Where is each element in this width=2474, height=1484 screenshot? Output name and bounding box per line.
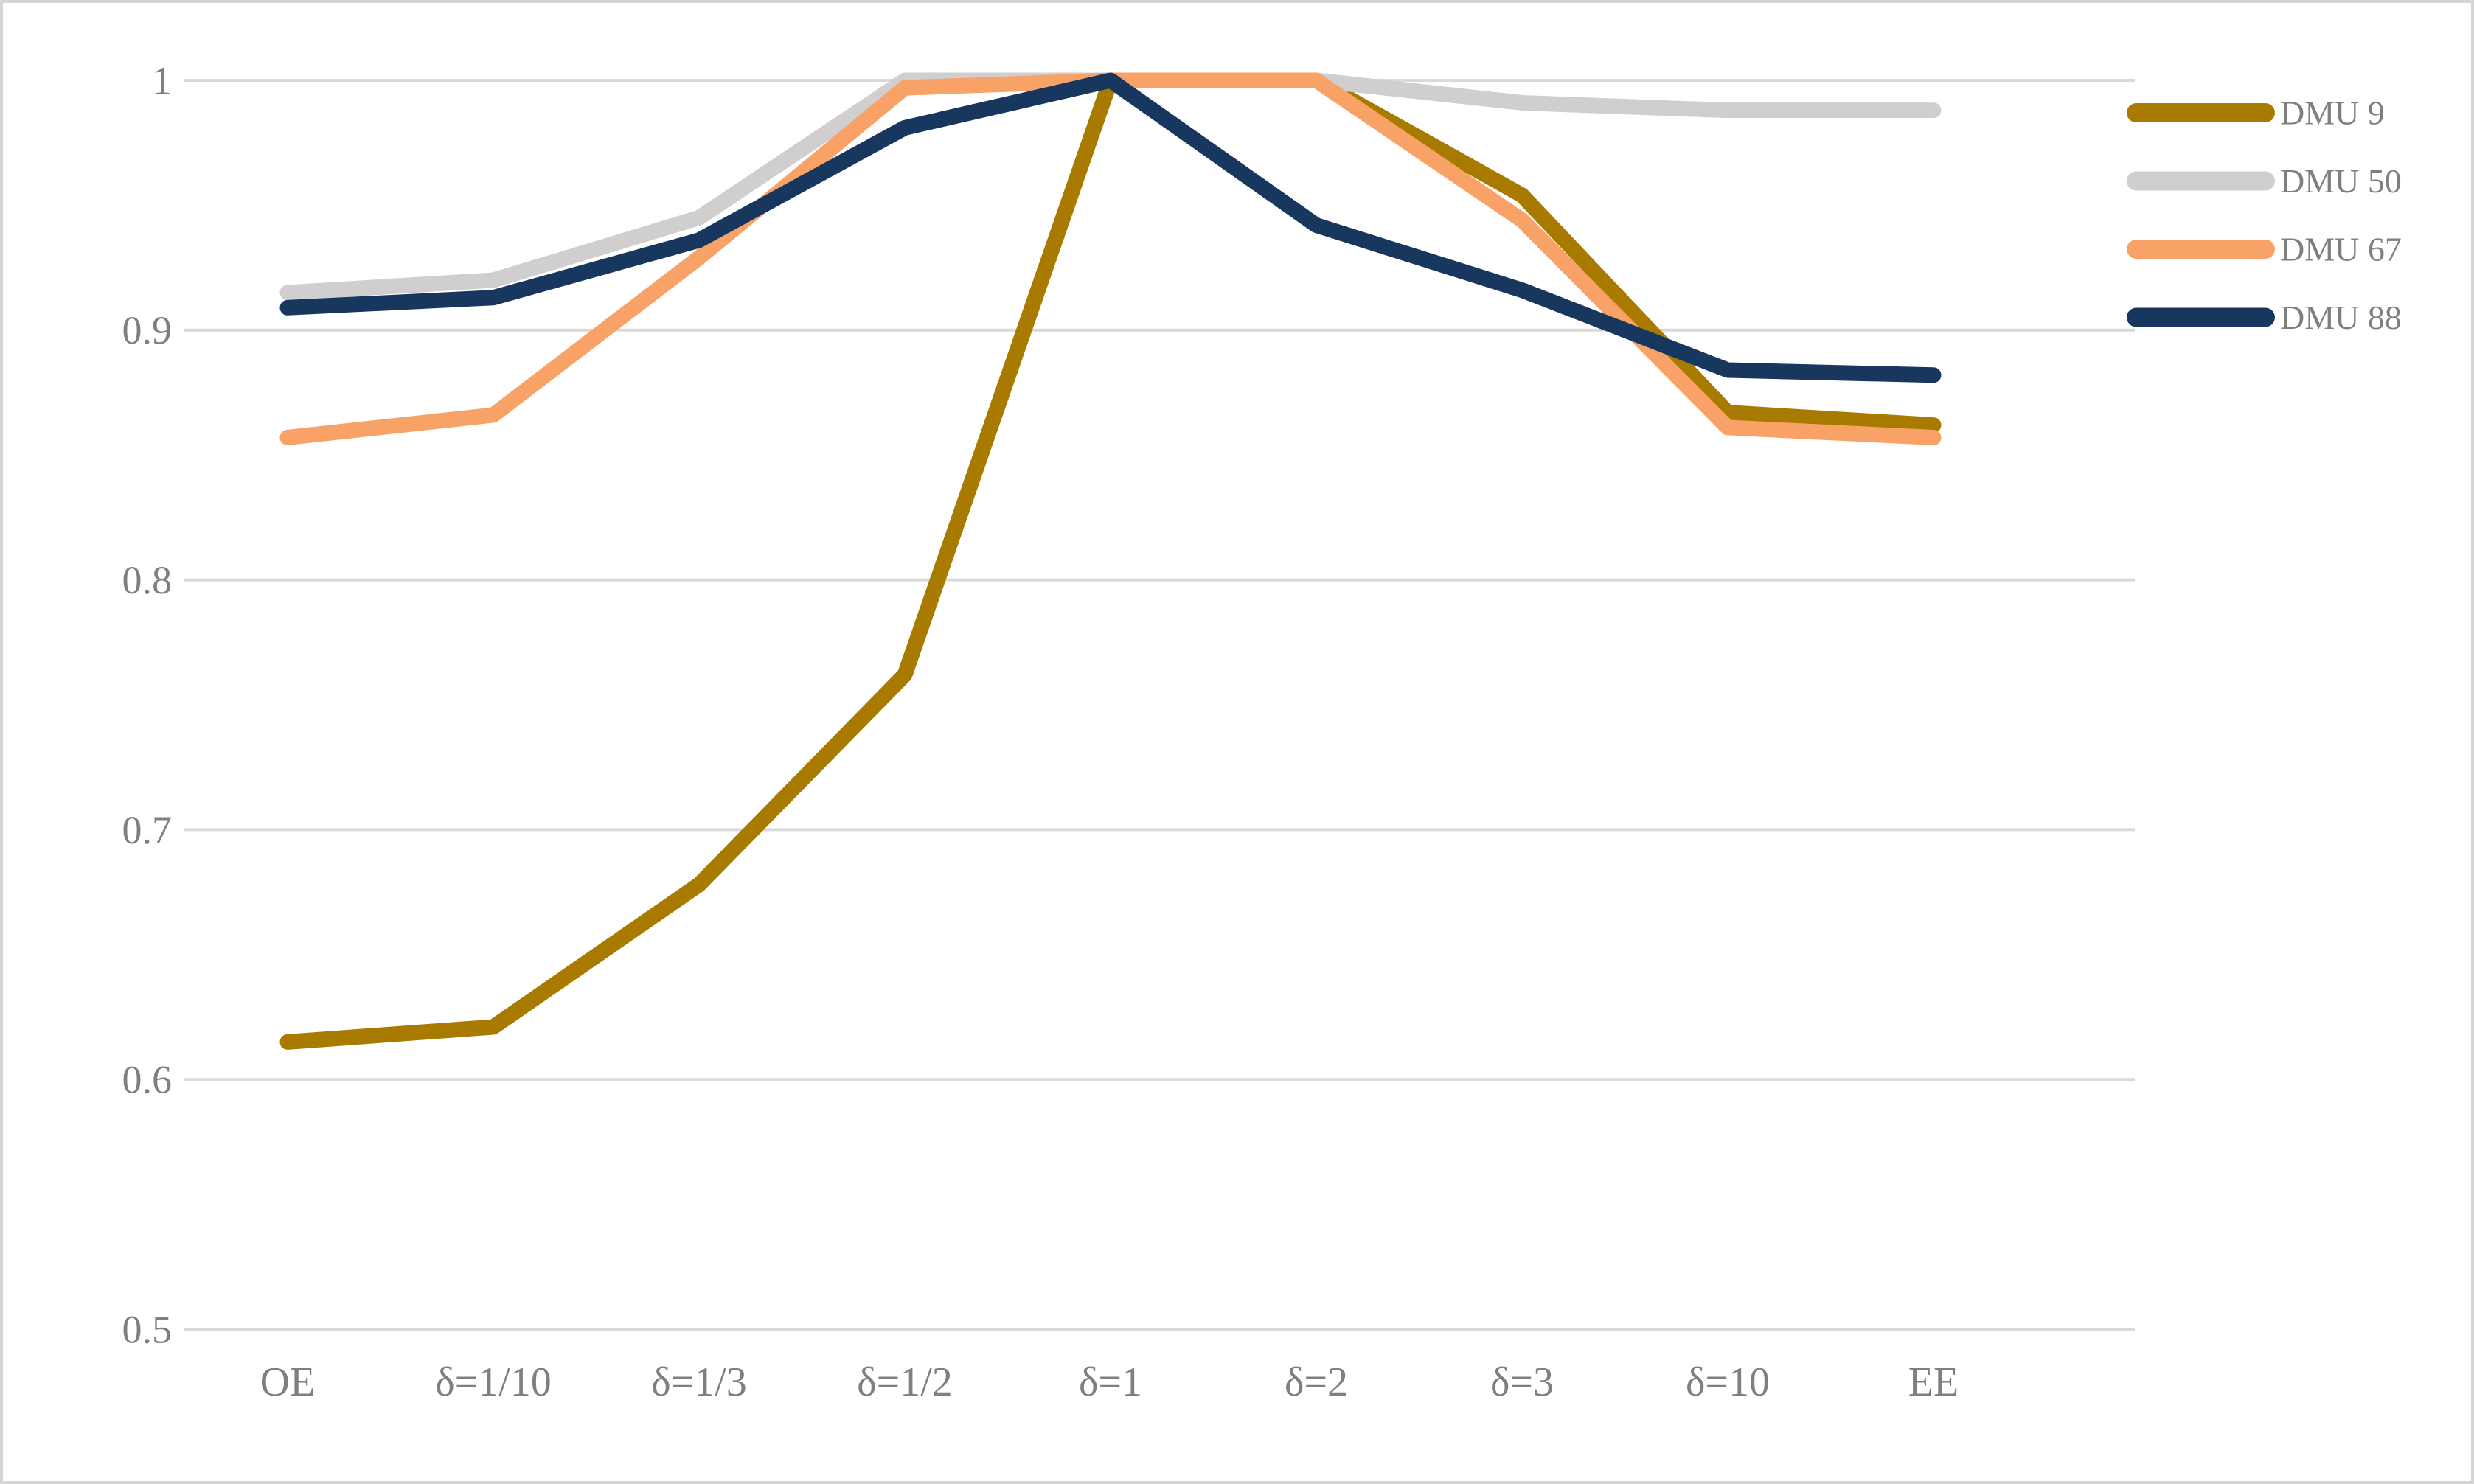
x-tick-label: δ=1/10 <box>435 1359 552 1405</box>
series-line-dmu-9 <box>279 72 1942 1050</box>
y-tick-label: 0.9 <box>122 308 173 352</box>
x-tick-label: δ=1/3 <box>651 1359 747 1405</box>
x-tick-label: δ=10 <box>1686 1359 1770 1405</box>
legend-label-dmu-88: DMU 88 <box>2280 299 2402 336</box>
y-tick-label: 0.5 <box>122 1307 173 1351</box>
x-tick-label: δ=2 <box>1285 1359 1348 1405</box>
x-tick-label: δ=3 <box>1490 1359 1554 1405</box>
legend-label-dmu-67: DMU 67 <box>2280 231 2402 268</box>
y-tick-label: 1 <box>152 58 172 102</box>
x-tick-label: OE <box>260 1359 316 1405</box>
legend-label-dmu-50: DMU 50 <box>2280 162 2402 200</box>
y-tick-label: 0.6 <box>122 1058 173 1102</box>
legend-label-dmu-9: DMU 9 <box>2280 94 2385 132</box>
x-tick-label: δ=1 <box>1079 1359 1142 1405</box>
series-line-dmu-67 <box>279 72 1942 445</box>
series-line-dmu-88 <box>279 72 1942 383</box>
series-line-dmu-50 <box>279 72 1942 301</box>
x-tick-label: EE <box>1908 1359 1959 1405</box>
y-tick-label: 0.8 <box>122 558 173 602</box>
y-tick-label: 0.7 <box>122 808 173 852</box>
x-tick-label: δ=1/2 <box>857 1359 953 1405</box>
